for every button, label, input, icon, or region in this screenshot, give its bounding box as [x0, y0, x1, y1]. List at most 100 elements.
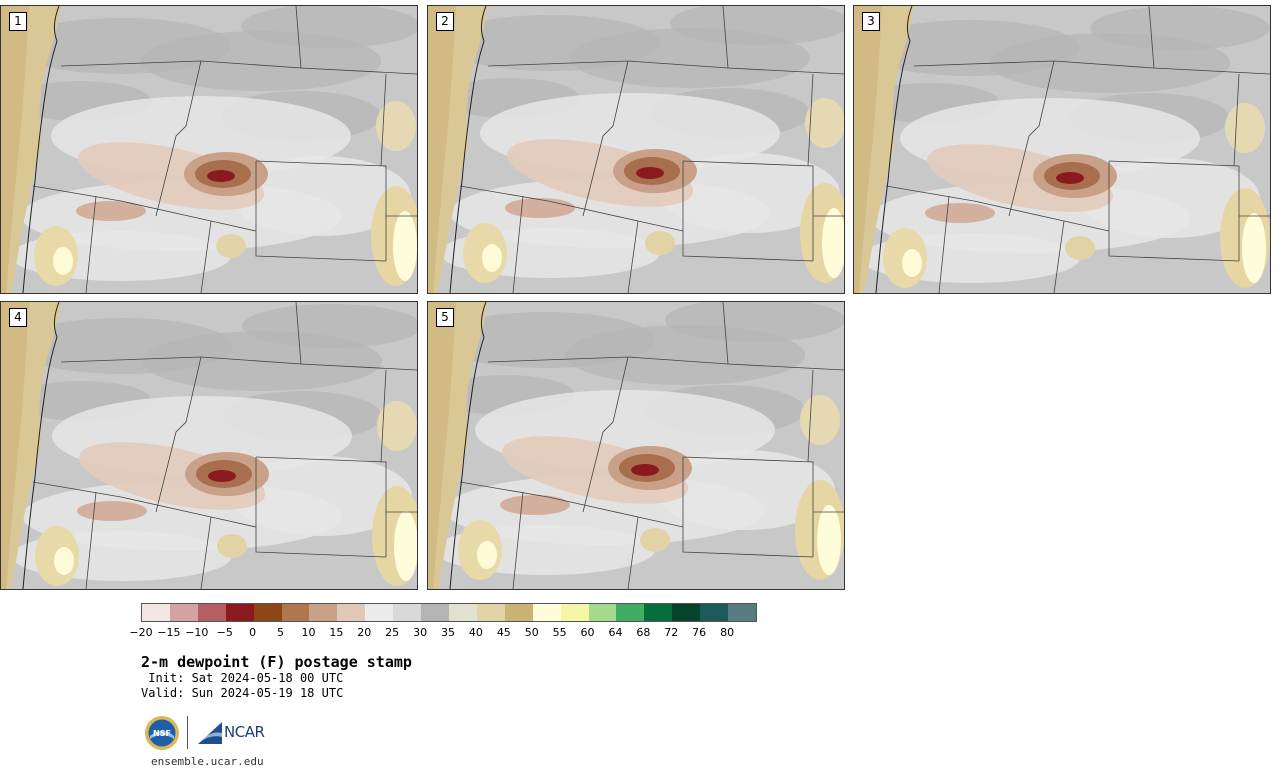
- state-border: [32, 185, 257, 232]
- moist-patch: [216, 234, 246, 258]
- colorbar-tick-label: 40: [468, 626, 483, 639]
- colorbar-segment: [644, 604, 673, 621]
- map-light-band: [231, 156, 411, 236]
- nsf-logo-text: NSF: [153, 729, 171, 738]
- colorbar-segment: [365, 604, 394, 621]
- colorbar-tick-label: 20: [357, 626, 372, 639]
- init-time: Init: Sat 2024-05-18 00 UTC: [141, 671, 344, 685]
- colorbar-tick-label: −10: [185, 626, 209, 639]
- colorbar-tick-label: 0: [249, 626, 257, 639]
- moist-patch: [817, 505, 841, 575]
- colorbar-tick-label: 25: [385, 626, 400, 639]
- coastline: [22, 6, 60, 293]
- panel-number-label: 3: [862, 12, 880, 31]
- state-border: [682, 161, 814, 262]
- ncar-logo-icon: [198, 722, 222, 744]
- state-border: [582, 356, 629, 513]
- state-border: [200, 220, 212, 293]
- colorbar-tick-label: 35: [441, 626, 455, 639]
- state-border: [682, 160, 814, 261]
- state-border: [1148, 6, 1155, 69]
- ncar-logo-text: NCAR: [224, 723, 265, 741]
- colorbar-tick-label: 55: [552, 626, 567, 639]
- colorbar-segment: [169, 604, 198, 621]
- moist-patch: [800, 395, 840, 445]
- state-border: [807, 369, 814, 463]
- colorbar-tick-label: 60: [580, 626, 595, 639]
- colorbar-tick-label: 50: [524, 626, 539, 639]
- ocean-moist-area: [1, 302, 29, 589]
- state-border: [380, 73, 387, 167]
- colorbar-tick-label: 30: [413, 626, 428, 639]
- colorbar-segment: [560, 604, 589, 621]
- map-dry-band: [242, 304, 417, 348]
- state-border: [255, 160, 387, 261]
- moist-patch: [805, 98, 844, 148]
- ensemble-member-panel-5: 5: [427, 301, 845, 590]
- colorbar-segment: [504, 604, 533, 621]
- colorbar-segment: [728, 604, 756, 621]
- colorbar-tick-label: 76: [692, 626, 707, 639]
- colorbar-segment: [142, 604, 170, 621]
- state-border: [32, 481, 257, 528]
- state-border: [1233, 73, 1240, 167]
- state-border: [913, 60, 1270, 75]
- moist-patch: [394, 511, 417, 581]
- state-border: [155, 356, 202, 513]
- colorbar-segment: [253, 604, 282, 621]
- colorbar-segment: [448, 604, 477, 621]
- product-title: 2-m dewpoint (F) postage stamp: [141, 653, 412, 671]
- map-light-band: [1080, 158, 1260, 238]
- map-light-band: [655, 450, 835, 530]
- colorbar-tick-labels: −20 −15 −10 −5 0 5 10 15 20 25 30 35 40 45 50 55 60 64 68 7…: [129, 626, 755, 640]
- moist-patch: [1065, 236, 1095, 260]
- moist-patch: [1225, 103, 1265, 153]
- ensemble-member-panel-3: 3: [853, 5, 1271, 294]
- colorbar-tick-label: 45: [496, 626, 511, 639]
- logo-divider: [187, 716, 188, 749]
- state-border: [380, 369, 387, 463]
- dewpoint-colorbar: [141, 603, 757, 622]
- colorbar-tick-label: 72: [664, 626, 679, 639]
- state-border: [938, 195, 950, 293]
- colorbar-segment: [588, 604, 617, 621]
- moist-patch: [376, 101, 416, 151]
- dewpoint-map-1: [1, 6, 417, 293]
- colorbar-tick-label: 64: [608, 626, 623, 639]
- state-border: [885, 185, 1110, 232]
- colorbar-segment: [281, 604, 310, 621]
- panel-number-label: 5: [436, 308, 454, 327]
- state-border: [487, 356, 844, 371]
- map-dry-band: [1090, 6, 1270, 50]
- ocean-moist-area: [1, 6, 29, 293]
- dry-region: [500, 495, 570, 515]
- state-border: [85, 195, 97, 293]
- state-border: [722, 6, 729, 69]
- colorbar-tick-label: −15: [157, 626, 181, 639]
- moist-patch: [482, 244, 502, 272]
- state-border: [60, 356, 417, 371]
- dewpoint-map-4: [1, 302, 417, 589]
- panel-number-label: 4: [9, 308, 27, 327]
- extreme-dry-core: [207, 170, 235, 182]
- state-border: [255, 456, 387, 557]
- colorbar-segment: [532, 604, 561, 621]
- map-dry-band: [670, 6, 844, 45]
- state-border: [682, 457, 814, 558]
- extreme-dry-core: [636, 167, 664, 179]
- state-border: [85, 491, 97, 589]
- map-light-band: [660, 153, 840, 233]
- state-border: [627, 220, 639, 293]
- colorbar-segment: [672, 604, 701, 621]
- colorbar-tick-label: −20: [129, 626, 153, 639]
- ocean-moist-area: [428, 6, 456, 293]
- moist-patch: [645, 231, 675, 255]
- ensemble-member-panel-2: 2: [427, 5, 845, 294]
- nsf-logo-icon: NSF: [145, 716, 179, 750]
- state-border: [807, 73, 814, 167]
- state-border: [459, 185, 684, 232]
- state-border: [295, 6, 302, 69]
- state-border: [722, 302, 729, 365]
- colorbar-tick-label: 68: [636, 626, 651, 639]
- colorbar-tick-label: 80: [720, 626, 735, 639]
